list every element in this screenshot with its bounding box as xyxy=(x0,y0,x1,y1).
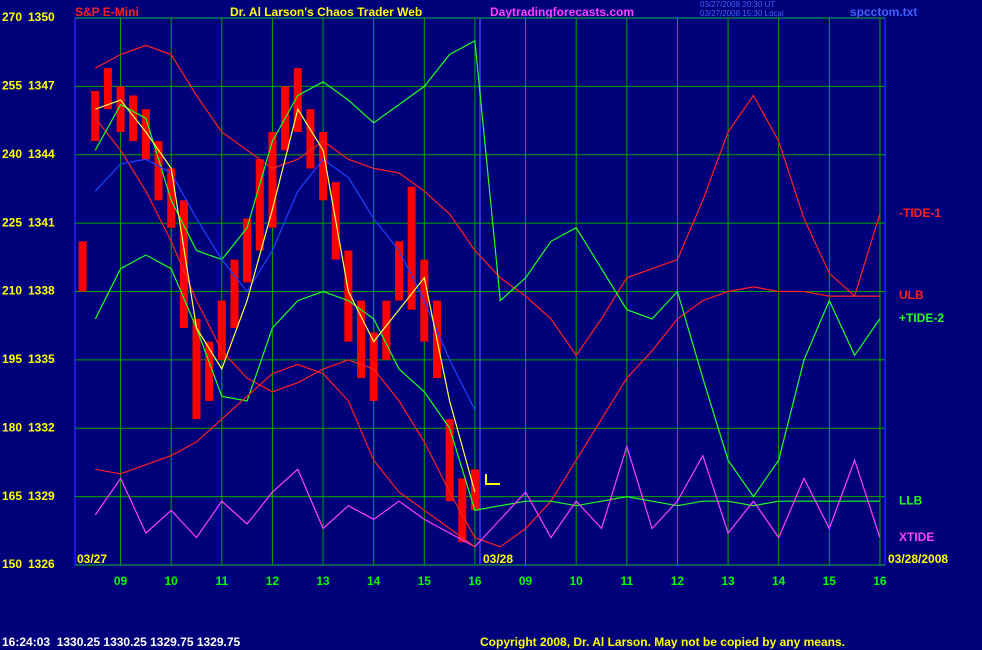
x-tick-label: 09 xyxy=(519,574,533,588)
series-line xyxy=(95,44,881,357)
price-bar xyxy=(319,131,328,201)
x-tick-label: 11 xyxy=(620,574,633,588)
series-line xyxy=(94,254,880,511)
price-bar xyxy=(179,200,188,328)
marker xyxy=(485,474,500,485)
series-label: +TIDE-2 xyxy=(899,311,944,325)
y2-tick-label: 1344 xyxy=(28,147,55,161)
y2-tick-label: 1335 xyxy=(28,352,55,366)
y-tick-label: 150 xyxy=(2,557,22,571)
price-bar xyxy=(141,109,150,160)
y2-tick-label: 1326 xyxy=(28,557,55,571)
timestamp: 03/27/2008 15:30 Local xyxy=(700,9,784,18)
file-name: spcctom.txt xyxy=(850,5,917,19)
x-tick-label: 13 xyxy=(721,574,735,588)
price-bar xyxy=(369,332,378,401)
price-bar xyxy=(192,318,201,420)
x-tick-label: 13 xyxy=(316,574,330,588)
y2-tick-label: 1332 xyxy=(28,420,55,434)
timestamp: 03/27/2008 20:30 UT xyxy=(700,0,775,9)
y2-tick-label: 1341 xyxy=(28,215,55,229)
y-tick-label: 240 xyxy=(2,147,22,161)
price-bar xyxy=(91,90,100,142)
y-tick-label: 255 xyxy=(2,79,22,93)
price-bar xyxy=(470,469,479,511)
price-bar xyxy=(103,68,112,110)
x-tick-label: 10 xyxy=(570,574,584,588)
status-line: 16:24:03 1330.25 1330.25 1329.75 1329.75 xyxy=(2,635,241,649)
price-bar xyxy=(217,300,226,360)
price-bar xyxy=(243,218,252,283)
y2-tick-label: 1347 xyxy=(28,79,55,93)
price-bar xyxy=(230,259,239,328)
x-tick-label: 12 xyxy=(671,574,685,588)
x-tick-label: 14 xyxy=(367,574,381,588)
y2-tick-label: 1329 xyxy=(28,489,55,503)
y-tick-label: 165 xyxy=(2,489,22,503)
y-tick-label: 210 xyxy=(2,284,22,298)
y-tick-label: 270 xyxy=(2,10,22,24)
series-label: -TIDE-1 xyxy=(899,206,941,220)
series-line xyxy=(94,158,476,411)
price-bar xyxy=(268,131,277,228)
date-label: 03/27 xyxy=(77,552,107,566)
price-bar xyxy=(129,95,138,142)
y2-tick-label: 1338 xyxy=(28,284,55,298)
series-line xyxy=(95,363,476,548)
x-tick-label: 09 xyxy=(114,574,128,588)
y-tick-label: 195 xyxy=(2,352,22,366)
price-bar xyxy=(154,141,163,201)
price-bar xyxy=(344,250,353,342)
price-bar xyxy=(293,68,302,132)
x-tick-label: 14 xyxy=(772,574,786,588)
x-tick-label: 15 xyxy=(823,574,837,588)
y2-tick-label: 1350 xyxy=(28,10,55,24)
date-label: 03/28 xyxy=(483,552,513,566)
chart-title: Dr. Al Larson's Chaos Trader Web xyxy=(230,5,422,19)
series-line xyxy=(94,39,881,498)
price-bar xyxy=(306,109,315,169)
price-bar xyxy=(357,300,366,379)
price-bar xyxy=(78,241,87,292)
x-tick-label: 15 xyxy=(418,574,432,588)
x-tick-label: 16 xyxy=(468,574,482,588)
price-bar xyxy=(205,341,214,401)
series-label: XTIDE xyxy=(899,530,934,544)
x-tick-label: 12 xyxy=(266,574,280,588)
price-bar xyxy=(445,419,454,502)
site: Daytradingforecasts.com xyxy=(490,5,634,19)
y-tick-label: 180 xyxy=(2,420,22,434)
series-label: ULB xyxy=(899,288,924,302)
symbol: S&P E-Mini xyxy=(75,5,139,19)
price-bar xyxy=(458,478,467,543)
price-bar xyxy=(116,86,125,132)
series-label: LLB xyxy=(899,493,923,507)
x-tick-label: 11 xyxy=(215,574,228,588)
x-tick-label: 10 xyxy=(165,574,179,588)
date-label: 03/28/2008 xyxy=(888,552,948,566)
price-bar xyxy=(167,168,176,228)
series-line xyxy=(94,444,881,548)
price-bar xyxy=(382,300,391,360)
price-bar xyxy=(407,186,416,310)
series-line xyxy=(95,99,476,493)
y-tick-label: 225 xyxy=(2,215,22,229)
x-tick-label: 16 xyxy=(873,574,887,588)
price-bar xyxy=(255,159,264,251)
series-line xyxy=(94,117,880,548)
copyright: Copyright 2008, Dr. Al Larson. May not b… xyxy=(480,635,845,649)
price-bar xyxy=(395,241,403,301)
